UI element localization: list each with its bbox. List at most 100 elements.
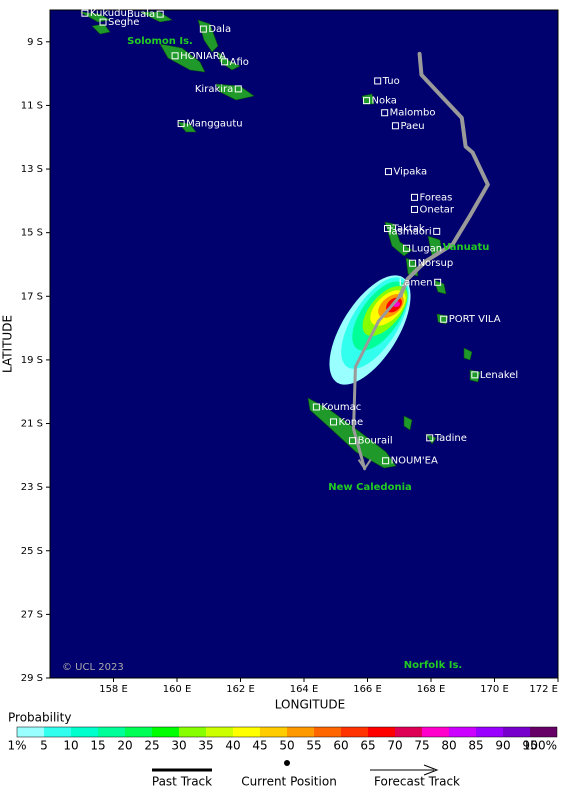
past-track [398,51,490,298]
colorbar-label: 65 [360,739,375,753]
place-label: Buala [127,9,155,20]
colorbar-bin [449,727,476,737]
place-label: Norsup [418,258,454,269]
y-tick-label: 15 S [21,228,43,239]
y-tick-label: 13 S [21,164,43,175]
colorbar-bin [71,727,98,737]
y-tick-label: 27 S [21,609,43,620]
place-marker [391,122,399,130]
colorbar-bin [125,727,152,737]
colorbar-label: 20 [117,739,132,753]
y-tick-label: 29 S [21,673,43,684]
y-tick-label: 9 S [27,37,43,48]
x-tick-label: 160 E [163,684,192,695]
place-marker [384,168,392,176]
forecast-track [352,293,403,471]
colorbar-label: 15 [90,739,105,753]
colorbar-label: 55 [306,739,321,753]
region-label: Vanuatu [443,242,490,253]
place-label: Dala [208,24,231,35]
y-tick-label: 21 S [21,419,43,430]
place-label: HONIARA [180,51,226,62]
place-marker [177,120,185,128]
colorbar-label: 100% [523,739,557,753]
place-marker [312,403,320,411]
colorbar-title: Probability [8,711,71,725]
place-label: Paeu [400,121,424,132]
x-tick-label: 164 E [290,684,319,695]
place-label: Kukudu [90,8,127,19]
place-label: Noka [372,96,397,107]
place-marker [410,193,418,201]
colorbar-label: 35 [198,739,213,753]
colorbar-bin [152,727,179,737]
colorbar-bin [341,727,368,737]
place-marker [382,457,390,465]
x-tick-label: 162 E [226,684,255,695]
place-label: Koumac [321,402,361,413]
place-label: Foreas [419,192,452,203]
place-label: Kirakira [195,84,233,95]
place-marker [330,418,338,426]
colorbar-label: 75 [414,739,429,753]
colorbar-frame [16,726,558,738]
place-label: Vipaka [393,167,427,178]
colorbar-label: 5 [40,739,48,753]
forecast-arrowhead [357,459,372,471]
place-label: Bourail [358,436,393,447]
colorbar-bin [233,727,260,737]
colorbar-bin [368,727,395,737]
current-position [398,292,404,298]
colorbar-bin [314,727,341,737]
place-marker [434,278,442,286]
place-marker [99,18,107,26]
place-label: Lenakel [480,370,518,381]
y-axis-title: LATITUDE [1,315,15,373]
colorbar-bin [206,727,233,737]
place-marker [471,371,479,379]
place-label: Kone [339,417,364,428]
ocean [50,10,558,678]
x-tick-label: 166 E [353,684,382,695]
colorbar-bin [422,727,449,737]
x-tick-label: 158 E [99,684,128,695]
place-marker [374,77,382,85]
place-label: NOUM'EA [391,456,438,467]
place-marker [381,109,389,117]
colorbar-label: 95 [522,739,537,753]
place-marker [363,97,371,105]
legend-current-position [284,760,290,766]
colorbar-label: 90 [495,739,510,753]
x-axis-title: LONGITUDE [275,698,345,712]
legend-label: Forecast Track [374,775,460,789]
colorbar-label: 80 [441,739,456,753]
place-marker [199,25,207,33]
colorbar-bin [287,727,314,737]
legend-arrow [423,764,439,776]
place-marker [171,52,179,60]
place-marker [81,9,89,17]
y-tick-label: 25 S [21,546,43,557]
place-marker [410,205,418,213]
place-label: PORT VILA [449,314,501,325]
x-tick-label: 172 E [529,684,558,695]
y-tick-label: 19 S [21,355,43,366]
colorbar-bin [98,727,125,737]
place-marker [156,10,164,18]
colorbar-bin [476,727,503,737]
colorbar-bin [503,727,530,737]
colorbar-bin [530,727,557,737]
y-tick-label: 23 S [21,482,43,493]
place-label: Tuo [382,76,400,87]
place-label: Seghe [108,17,139,28]
colorbar-bin [395,727,422,737]
colorbar-label: 70 [387,739,402,753]
legend-label: Current Position [241,775,337,789]
place-label: Tasmaori [386,226,432,237]
colorbar-bin [17,727,44,737]
place-label: Malombo [390,108,436,119]
colorbar-label: 1% [7,739,26,753]
colorbar-label: 45 [252,739,267,753]
colorbar-label: 50 [279,739,294,753]
